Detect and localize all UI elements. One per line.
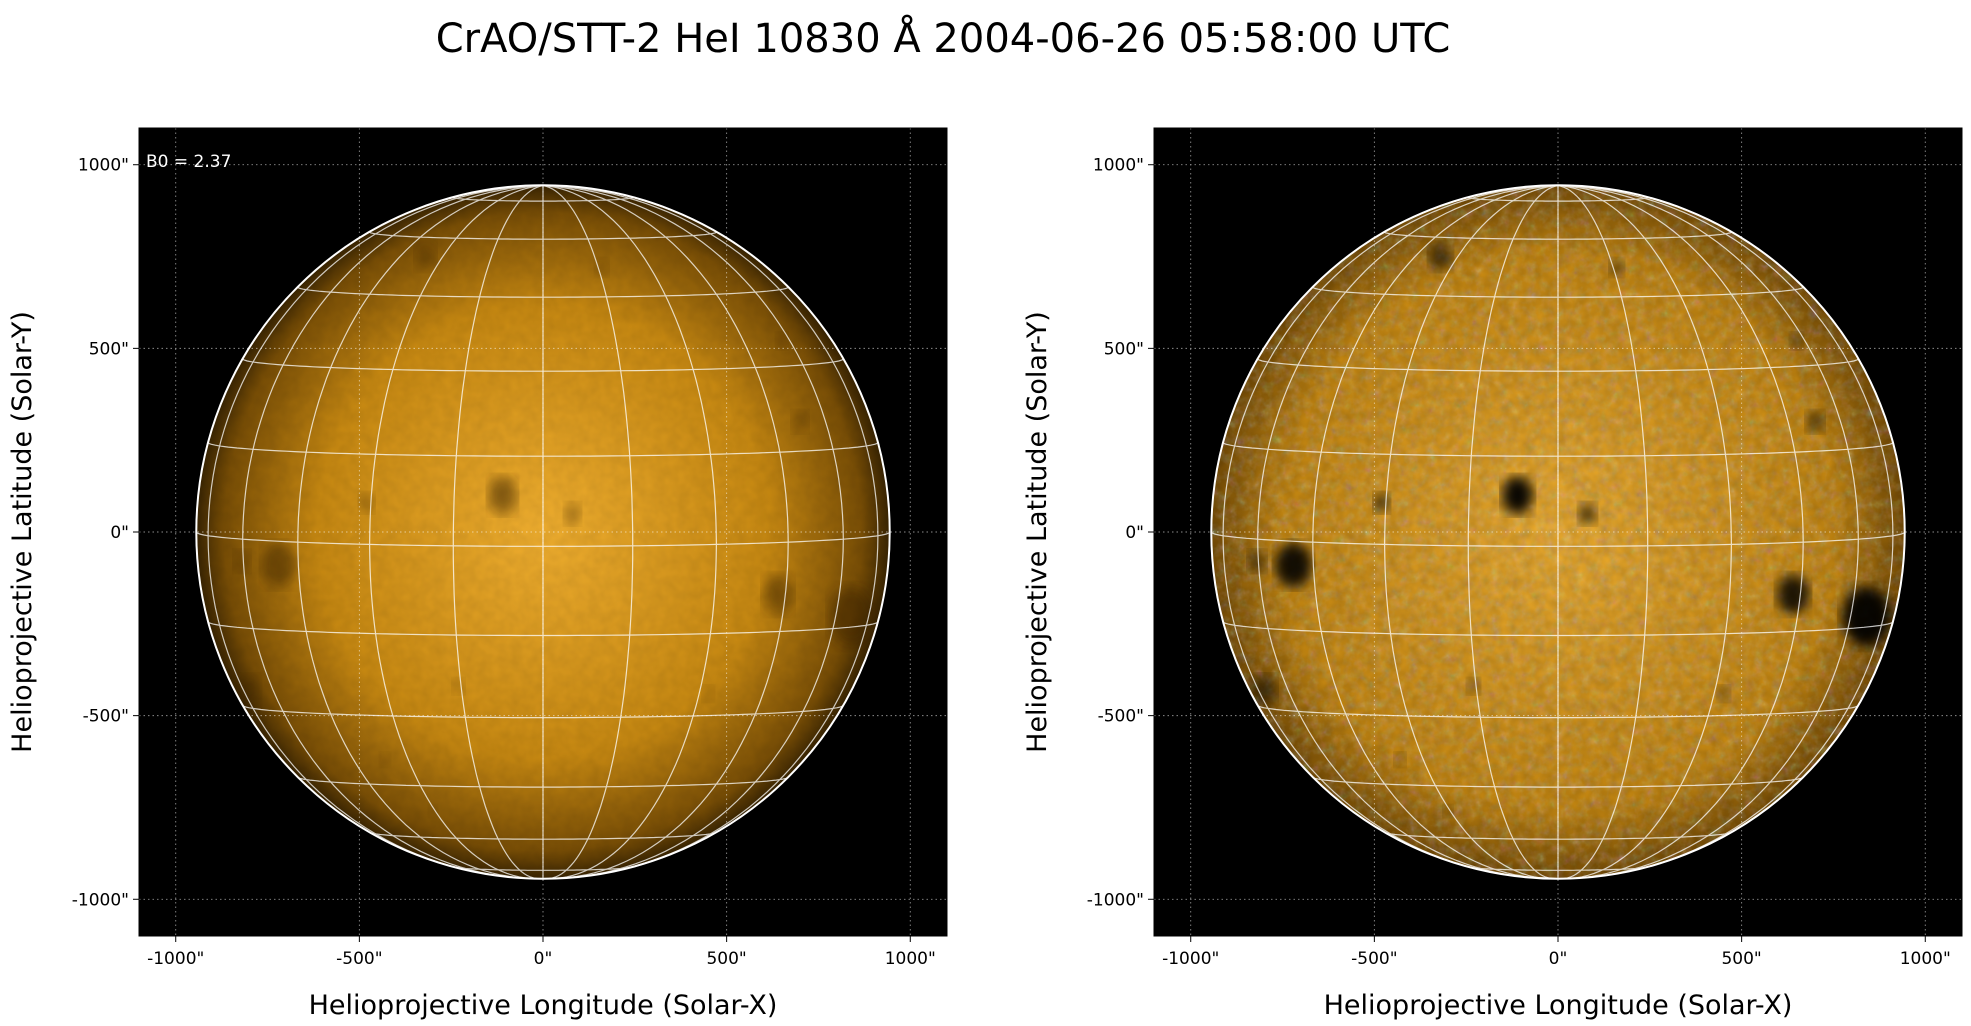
x-tick-label: 0": [1549, 949, 1568, 969]
dark-feature-5: [1776, 574, 1810, 615]
dark-feature-1: [564, 502, 581, 525]
meridian-line: [542, 185, 789, 879]
dark-feature-4: [1247, 550, 1266, 573]
parallel-line: [297, 286, 789, 298]
meridian-line: [1557, 185, 1894, 875]
x-tick-label: -500": [336, 949, 382, 969]
x-tick-label: 1000": [885, 949, 936, 969]
dark-feature-14: [1252, 675, 1277, 705]
x-tick-label: 500": [706, 949, 746, 969]
dark-feature-3: [262, 542, 296, 588]
dark-feature-2: [1373, 492, 1390, 513]
dark-feature-15: [1790, 333, 1804, 349]
y-tick-label: -1000": [72, 890, 129, 910]
meridian-line: [1257, 185, 1559, 878]
meridian-line: [1557, 185, 1649, 880]
dark-feature-12: [379, 752, 391, 767]
dark-feature-7: [792, 410, 809, 433]
dark-feature-9: [595, 258, 609, 277]
b0-annotation: B0 = 2.37: [146, 152, 231, 172]
dark-feature-8: [1429, 242, 1452, 271]
x-tick-label: -1000": [147, 949, 204, 969]
y-tick-label: 1000": [78, 156, 129, 176]
parallel-line: [1469, 866, 1647, 871]
dark-feature-6: [1842, 586, 1891, 647]
meridian-line: [542, 185, 879, 875]
parallel-line: [207, 621, 879, 637]
y-tick-label: -1000": [1087, 890, 1144, 910]
figure-title: CrAO/STT-2 HeI 10830 Å 2004-06-26 05:58:…: [436, 14, 1451, 62]
solar-limb: [195, 184, 891, 880]
parallel-line: [1383, 231, 1733, 240]
dark-feature-12: [1394, 752, 1406, 767]
parallel-line: [1222, 442, 1894, 457]
x-tick-label: 500": [1721, 949, 1761, 969]
dark-feature-8: [415, 242, 436, 271]
dark-feature-7: [1806, 410, 1824, 433]
dark-feature-4: [233, 550, 250, 573]
y-tick-label: -500": [1098, 707, 1144, 727]
dark-feature-5: [763, 574, 793, 615]
meridian-line: [452, 185, 544, 880]
y-tick-label: -500": [83, 707, 129, 727]
dark-feature-1: [1578, 502, 1597, 525]
heliographic-grid: [1210, 185, 1906, 880]
dark-feature-11: [702, 685, 715, 702]
meridian-line: [542, 185, 634, 880]
x-tick-label: -500": [1351, 949, 1397, 969]
y-tick-label: 1000": [1093, 156, 1144, 176]
meridian-line: [1557, 185, 1859, 878]
x-tick-label: -1000": [1162, 949, 1219, 969]
meridian-line: [1467, 185, 1559, 880]
x-tick-label: 0": [534, 949, 553, 969]
parallel-line: [1222, 621, 1894, 637]
parallel-line: [368, 231, 718, 240]
dark-feature-0: [488, 476, 517, 515]
dark-feature-13: [1442, 805, 1453, 818]
parallel-line: [207, 442, 879, 457]
meridian-line: [542, 185, 844, 878]
y-axis-label: Helioprojective Latitude (Solar-Y): [7, 311, 38, 753]
x-axis-label: Helioprojective Longitude (Solar-X): [1324, 990, 1793, 1021]
panel-left-raw: -1000" -500" 0" 500" 1000" 1000" 500" 0" -500" -1…: [7, 127, 948, 1021]
y-tick-label: 500": [1104, 339, 1144, 359]
y-axis-label: Helioprojective Latitude (Solar-Y): [1022, 311, 1053, 753]
dark-feature-3: [1275, 542, 1312, 588]
dark-feature-14: [238, 675, 261, 705]
meridian-line: [1222, 185, 1559, 875]
parallel-line: [1313, 777, 1803, 788]
dark-feature-0: [1502, 476, 1533, 515]
dark-feature-15: [775, 333, 788, 349]
meridian-line: [1557, 185, 1804, 879]
dark-features: [1247, 242, 1891, 818]
dark-feature-10: [452, 678, 465, 695]
parallel-line: [454, 866, 632, 871]
meridian-line: [1312, 185, 1559, 879]
parallel-line: [1312, 286, 1804, 298]
dark-feature-11: [1716, 685, 1730, 702]
parallel-line: [298, 777, 788, 788]
solar-limb: [1210, 184, 1906, 880]
panel-right-enhanced: -1000" -500" 0" 500" 1000" 1000" 500" 0" -500" -1…: [1022, 127, 1963, 1021]
x-axis-label: Helioprojective Longitude (Solar-X): [309, 990, 778, 1021]
dark-feature-6: [829, 586, 874, 647]
parallel-line: [195, 531, 891, 547]
meridian-line: [297, 185, 544, 879]
meridian-line: [207, 185, 544, 875]
dark-feature-10: [1467, 678, 1480, 695]
parallel-line: [1210, 531, 1906, 547]
y-tick-label: 500": [89, 339, 129, 359]
dark-feature-13: [428, 805, 438, 818]
meridian-line: [242, 185, 544, 878]
y-tick-label: 0": [1125, 523, 1144, 543]
y-tick-label: 0": [110, 523, 129, 543]
x-tick-label: 1000": [1900, 949, 1951, 969]
dark-feature-9: [1609, 258, 1625, 277]
